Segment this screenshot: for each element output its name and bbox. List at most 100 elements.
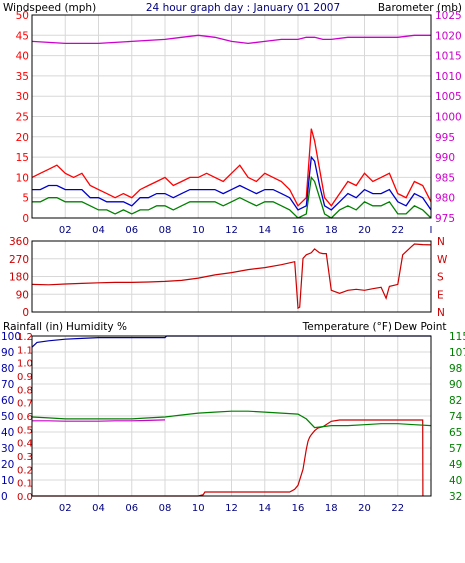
climate-x-tick-label: 04 <box>92 503 105 514</box>
rainfall-tick-label: 0.1 <box>17 479 33 490</box>
wind-series-line <box>32 175 432 219</box>
wind-tick-label: 30 <box>16 91 29 103</box>
humidity-tick-label: 20 <box>1 459 14 471</box>
climate-panel: 0 10 20 30 40 50 60 70 80 90 100 0.0 0.1 0.2 0.3 0.4 0.5… <box>1 331 465 514</box>
wind-x-tick-label: 04 <box>92 225 105 236</box>
wind-tick-label: 35 <box>16 71 29 83</box>
chart-title: 24 hour graph day : January 01 2007 <box>146 2 340 14</box>
temperature-tick-label: 49 <box>449 459 462 471</box>
wind-x-tick-label: I <box>430 225 433 236</box>
temperature-tick-label: 57 <box>449 443 462 455</box>
climate-x-tick-label: 22 <box>391 503 404 514</box>
wind-plot-frame <box>31 14 432 219</box>
wind-tick-label: 45 <box>16 30 29 42</box>
climate-x-tick-label: 12 <box>225 503 238 514</box>
direction-plot-frame <box>31 240 432 313</box>
barometer-line <box>31 34 431 45</box>
wind-series-line <box>32 155 432 211</box>
temperature-tick-label: 74 <box>449 411 463 423</box>
temperature-axis-label: Temperature (°F) <box>302 321 392 333</box>
wind-x-tick-label: 22 <box>391 225 404 236</box>
barometer-tick-label: 1005 <box>435 91 462 103</box>
climate-plot-frame <box>31 335 432 497</box>
climate-x-tick-label: 20 <box>358 503 371 514</box>
temperature-tick-label: 82 <box>449 395 462 407</box>
compass-tick-label: E <box>437 289 444 301</box>
wind-tick-label: 20 <box>16 132 29 144</box>
humidity-tick-label: 10 <box>1 475 14 487</box>
barometer-axis-label: Barometer (mb) <box>378 2 462 14</box>
wind-tick-label: 25 <box>16 112 29 124</box>
wind-x-tick-label: 02 <box>59 225 72 236</box>
climate-x-tick-label: 14 <box>258 503 271 514</box>
rainfall-tick-label: 1.2 <box>17 332 33 343</box>
wind-x-tick-label: 16 <box>292 225 305 236</box>
rainfall-line <box>32 419 424 497</box>
direction-tick-label: 360 <box>9 236 29 248</box>
compass-tick-label: N <box>437 236 445 248</box>
climate-x-tick-label: 16 <box>292 503 305 514</box>
wind-tick-label: 15 <box>16 152 29 164</box>
rainfall-tick-label: 0.6 <box>17 412 33 423</box>
direction-tick-label: 270 <box>9 254 29 266</box>
barometer-tick-label: 1020 <box>435 30 462 42</box>
rainfall-tick-label: 0.3 <box>17 452 33 463</box>
barometer-tick-label: 980 <box>435 193 455 205</box>
rainfall-tick-label: 0.4 <box>17 439 33 450</box>
barometer-tick-label: 995 <box>435 132 455 144</box>
climate-x-tick-label: 06 <box>125 503 138 514</box>
rainfall-tick-label: 0.2 <box>17 465 33 476</box>
wind-x-tick-label: 06 <box>125 225 138 236</box>
wind-x-tick-label: 10 <box>192 225 205 236</box>
humidity-tick-label: 50 <box>1 411 14 423</box>
barometer-tick-label: 985 <box>435 172 455 184</box>
rainfall-tick-label: 0.5 <box>17 425 33 436</box>
wind-tick-label: 40 <box>16 51 29 63</box>
humidity-tick-label: 0 <box>1 491 8 503</box>
temperature-line <box>31 410 432 429</box>
barometer-tick-label: 1015 <box>435 51 462 63</box>
direction-tick-label: 0 <box>22 307 29 319</box>
climate-x-tick-label: 02 <box>59 503 72 514</box>
rainfall-tick-label: 0.9 <box>17 372 33 383</box>
rainfall-tick-label: 0.7 <box>17 399 33 410</box>
wind-panel: 0510152025303540455097598098599099510001… <box>16 10 462 236</box>
direction-tick-label: 180 <box>9 272 29 284</box>
wind-x-tick-label: 18 <box>325 225 338 236</box>
temperature-tick-label: 115 <box>449 331 465 343</box>
temperature-tick-label: 40 <box>449 475 462 487</box>
wind-direction-line <box>31 243 432 310</box>
rainfall-axis-label: Rainfall (in) <box>3 321 63 333</box>
dew-point-axis-label: Dew Point <box>394 321 447 333</box>
direction-tick-label: 90 <box>16 289 29 301</box>
climate-x-tick-label: 08 <box>159 503 172 514</box>
barometer-tick-label: 1000 <box>435 112 462 124</box>
temperature-tick-label: 98 <box>449 363 462 375</box>
compass-tick-label: W <box>437 254 448 266</box>
temperature-tick-label: 90 <box>449 379 462 391</box>
humidity-tick-label: 40 <box>1 427 14 439</box>
wind-x-tick-label: 08 <box>159 225 172 236</box>
humidity-tick-label: 30 <box>1 443 14 455</box>
temperature-tick-label: 107 <box>449 347 465 359</box>
humidity-tick-label: 100 <box>1 331 21 343</box>
barometer-tick-label: 990 <box>435 152 455 164</box>
barometer-tick-label: 1025 <box>435 10 462 22</box>
wind-tick-label: 0 <box>22 213 29 225</box>
humidity-tick-label: 90 <box>1 347 14 359</box>
wind-tick-label: 10 <box>16 172 29 184</box>
dew-point-line <box>32 419 166 422</box>
rainfall-tick-label: 0.8 <box>17 385 33 396</box>
humidity-tick-label: 70 <box>1 379 14 391</box>
rainfall-tick-label: 1.1 <box>17 345 33 356</box>
wind-x-tick-label: 14 <box>258 225 271 236</box>
wind-series-line <box>31 128 432 207</box>
wind-tick-label: 5 <box>22 193 29 205</box>
climate-x-tick-label: 10 <box>192 503 205 514</box>
windspeed-axis-label: Windspeed (mph) <box>3 2 96 14</box>
wind-x-tick-label: 12 <box>225 225 238 236</box>
temperature-tick-label: 65 <box>449 427 462 439</box>
